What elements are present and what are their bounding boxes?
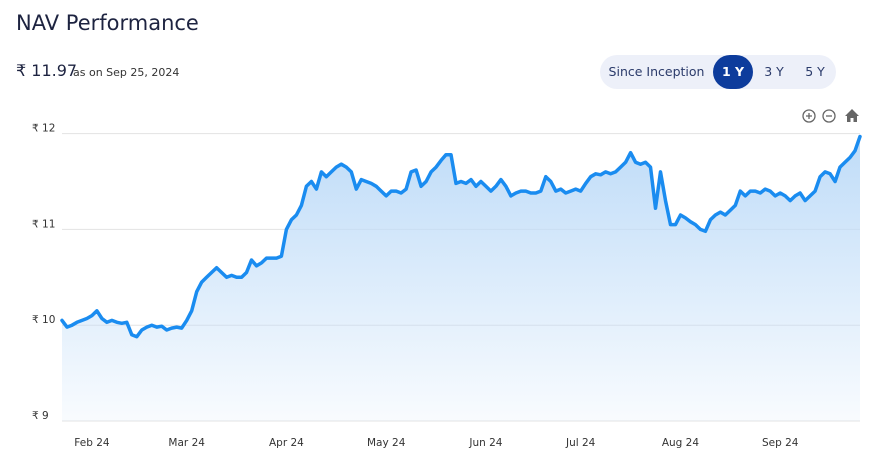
range-selector: Since Inception 1 Y 3 Y 5 Y bbox=[600, 55, 836, 89]
line bbox=[60, 134, 862, 339]
x-tick-label: Jul 24 bbox=[565, 437, 596, 449]
range-button[interactable]: 5 Y bbox=[805, 64, 825, 79]
zoom-in[interactable] bbox=[802, 109, 816, 123]
as-on-date: as on Sep 25, 2024 bbox=[73, 66, 180, 79]
range-button[interactable]: 3 Y bbox=[764, 64, 784, 79]
zoom-out[interactable] bbox=[822, 109, 836, 123]
x-tick-label: Aug 24 bbox=[662, 437, 700, 449]
y-tick-label: ₹ 11 bbox=[32, 218, 55, 230]
range-button[interactable]: 1 Y bbox=[713, 55, 753, 89]
x-tick-label: May 24 bbox=[367, 437, 406, 449]
x-tick-label: Jun 24 bbox=[468, 437, 502, 449]
x-tick-label: Mar 24 bbox=[168, 437, 205, 449]
nav-value: ₹ 11.97 bbox=[16, 61, 78, 80]
reset-zoom[interactable] bbox=[845, 109, 859, 122]
x-tick-label: Sep 24 bbox=[762, 437, 799, 449]
x-tick-label: Feb 24 bbox=[74, 437, 110, 449]
x-tick-label: Apr 24 bbox=[269, 437, 304, 449]
y-tick-label: ₹ 9 bbox=[32, 410, 49, 422]
area bbox=[62, 136, 860, 421]
y-tick-label: ₹ 12 bbox=[32, 123, 55, 135]
y-tick-label: ₹ 10 bbox=[32, 314, 55, 326]
title: NAV Performance bbox=[16, 11, 199, 35]
range-button[interactable]: Since Inception bbox=[608, 64, 705, 79]
